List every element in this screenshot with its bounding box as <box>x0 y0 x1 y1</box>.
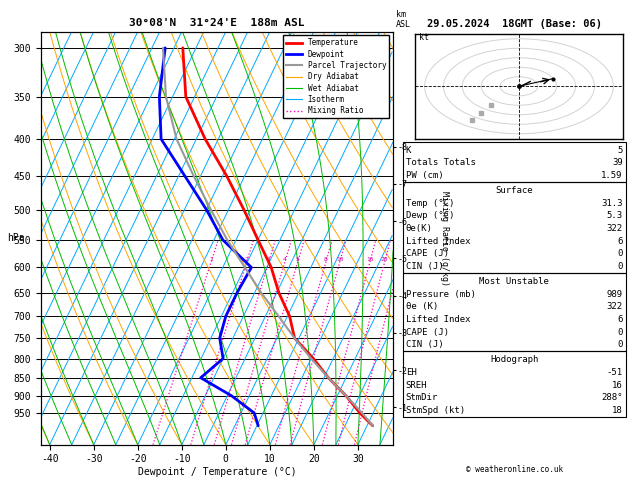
Text: 31.3: 31.3 <box>601 199 623 208</box>
Text: 6: 6 <box>617 315 623 324</box>
Text: hPa: hPa <box>8 233 25 243</box>
Text: 5.3: 5.3 <box>606 211 623 221</box>
Text: Pressure (mb): Pressure (mb) <box>406 290 476 299</box>
Text: 0: 0 <box>617 262 623 271</box>
Y-axis label: Mixing Ratio (g/kg): Mixing Ratio (g/kg) <box>440 191 449 286</box>
X-axis label: Dewpoint / Temperature (°C): Dewpoint / Temperature (°C) <box>138 467 296 477</box>
Text: CAPE (J): CAPE (J) <box>406 249 448 259</box>
Text: Totals Totals: Totals Totals <box>406 158 476 168</box>
Title: 30°08'N  31°24'E  188m ASL: 30°08'N 31°24'E 188m ASL <box>129 18 305 28</box>
Text: 3: 3 <box>267 257 270 262</box>
Text: Most Unstable: Most Unstable <box>479 277 549 286</box>
Text: 39: 39 <box>612 158 623 168</box>
Text: 0: 0 <box>617 340 623 349</box>
Text: StmDir: StmDir <box>406 393 438 402</box>
Text: Hodograph: Hodograph <box>490 355 538 364</box>
Text: 4: 4 <box>283 257 287 262</box>
Text: StmSpd (kt): StmSpd (kt) <box>406 406 465 415</box>
Text: SREH: SREH <box>406 381 427 390</box>
Text: Surface: Surface <box>496 186 533 195</box>
Text: CAPE (J): CAPE (J) <box>406 328 448 337</box>
Text: 2: 2 <box>245 257 248 262</box>
Text: EH: EH <box>406 368 416 377</box>
Text: © weatheronline.co.uk: © weatheronline.co.uk <box>465 465 563 474</box>
Text: Lifted Index: Lifted Index <box>406 237 470 246</box>
Text: 0: 0 <box>617 328 623 337</box>
Text: 18: 18 <box>612 406 623 415</box>
Text: kt: kt <box>419 33 429 42</box>
Text: 6: 6 <box>617 237 623 246</box>
Text: 29.05.2024  18GMT (Base: 06): 29.05.2024 18GMT (Base: 06) <box>426 19 602 30</box>
Text: PW (cm): PW (cm) <box>406 171 443 180</box>
Text: 1.59: 1.59 <box>601 171 623 180</box>
Text: km
ASL: km ASL <box>396 10 411 29</box>
Text: CIN (J): CIN (J) <box>406 340 443 349</box>
Text: 322: 322 <box>606 302 623 312</box>
Text: Lifted Index: Lifted Index <box>406 315 470 324</box>
Text: K: K <box>406 146 411 155</box>
Text: 0: 0 <box>617 249 623 259</box>
Text: 322: 322 <box>606 224 623 233</box>
Text: CIN (J): CIN (J) <box>406 262 443 271</box>
Text: θe(K): θe(K) <box>406 224 433 233</box>
Text: 5: 5 <box>296 257 299 262</box>
Text: 288°: 288° <box>601 393 623 402</box>
Text: 5: 5 <box>617 146 623 155</box>
Legend: Temperature, Dewpoint, Parcel Trajectory, Dry Adiabat, Wet Adiabat, Isotherm, Mi: Temperature, Dewpoint, Parcel Trajectory… <box>283 35 389 118</box>
Text: 989: 989 <box>606 290 623 299</box>
Text: 1: 1 <box>209 257 213 262</box>
Text: Dewp (°C): Dewp (°C) <box>406 211 454 221</box>
Text: θe (K): θe (K) <box>406 302 438 312</box>
Text: -51: -51 <box>606 368 623 377</box>
Text: 20: 20 <box>381 257 388 262</box>
Text: 16: 16 <box>612 381 623 390</box>
Text: 8: 8 <box>324 257 328 262</box>
Text: 10: 10 <box>336 257 343 262</box>
Text: Temp (°C): Temp (°C) <box>406 199 454 208</box>
Text: 16: 16 <box>366 257 374 262</box>
